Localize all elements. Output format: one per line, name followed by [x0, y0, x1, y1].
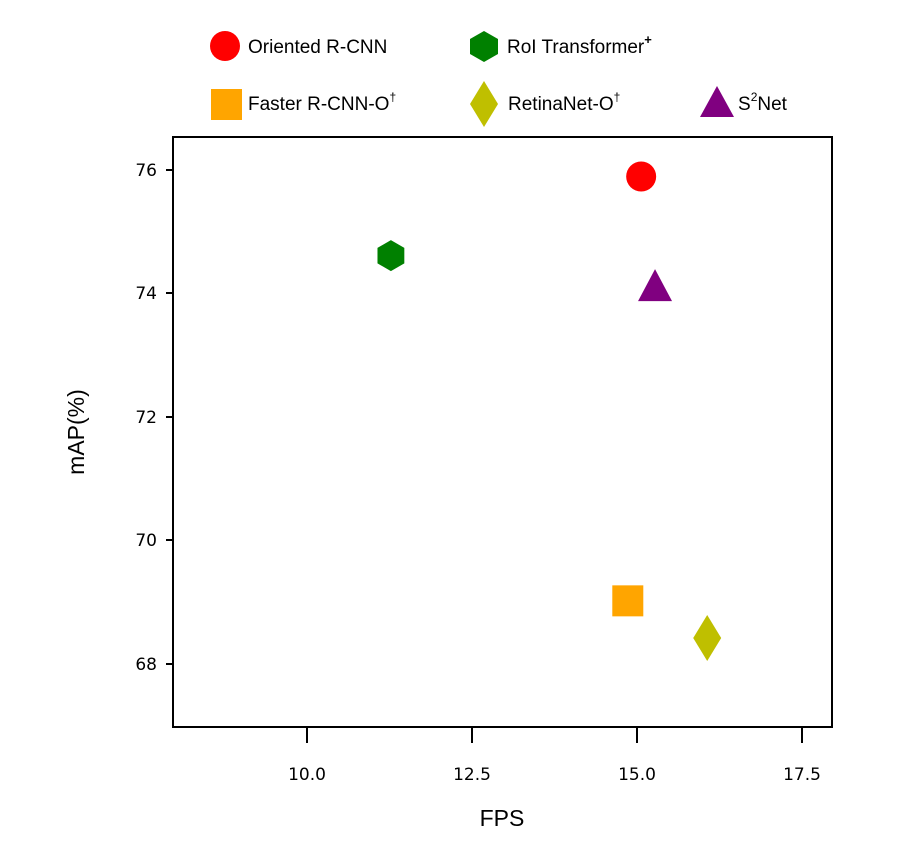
x-tick-label: 12.5	[453, 765, 491, 785]
legend-label: RetinaNet-O	[508, 94, 614, 115]
circle-data-point	[626, 161, 657, 192]
legend-item-oriented-rcnn: Oriented R-CNN	[210, 31, 387, 61]
y-axis-label: mAP(%)	[63, 389, 89, 475]
x-axis: 10.0 12.5 15.0 17.5 FPS	[288, 727, 821, 831]
legend-item-s2net: S2Net	[700, 86, 788, 117]
square-data-point	[612, 585, 644, 617]
x-tick-label: 10.0	[288, 765, 326, 785]
y-tick-label: 74	[135, 284, 157, 304]
x-axis-label: FPS	[480, 805, 525, 831]
svg-text:S2Net: S2Net	[738, 90, 788, 115]
y-tick-label: 76	[135, 161, 157, 181]
legend-superscript: †	[614, 90, 621, 104]
hexagon-marker-icon	[470, 31, 498, 62]
legend-item-faster-rcnn-o: Faster R-CNN-O†	[211, 89, 396, 120]
y-tick-label: 72	[135, 408, 157, 428]
legend-superscript: †	[389, 90, 396, 104]
legend-label: RoI Transformer	[507, 37, 645, 58]
square-marker-icon	[211, 89, 242, 120]
svg-text:RoI Transformer+: RoI Transformer+	[507, 32, 652, 58]
legend-item-retinanet-o: RetinaNet-O†	[470, 81, 620, 127]
diamond-data-point	[693, 615, 722, 662]
legend: Oriented R-CNN RoI Transformer+ Faster R…	[210, 31, 788, 127]
x-tick-label: 15.0	[618, 765, 656, 785]
diamond-marker-icon	[470, 81, 498, 127]
triangle-marker-icon	[700, 86, 734, 117]
legend-item-roi-transformer: RoI Transformer+	[470, 31, 652, 62]
legend-label: Faster R-CNN-O	[248, 94, 389, 115]
hexagon-data-point	[377, 240, 405, 272]
legend-superscript: +	[644, 32, 652, 47]
triangle-data-point	[638, 269, 673, 302]
legend-label: S	[738, 94, 751, 115]
y-axis: 76 74 72 70 68 mAP(%)	[63, 161, 173, 675]
plot-area	[172, 136, 833, 728]
data-points	[377, 161, 722, 662]
x-tick-label: 17.5	[783, 765, 821, 785]
y-tick-label: 68	[135, 655, 157, 675]
svg-text:RetinaNet-O†: RetinaNet-O†	[508, 90, 620, 115]
svg-text:Faster R-CNN-O†: Faster R-CNN-O†	[248, 90, 396, 115]
legend-superscript: 2	[751, 90, 758, 104]
circle-marker-icon	[210, 31, 240, 61]
legend-label: Oriented R-CNN	[248, 37, 387, 58]
y-tick-label: 70	[135, 531, 157, 551]
